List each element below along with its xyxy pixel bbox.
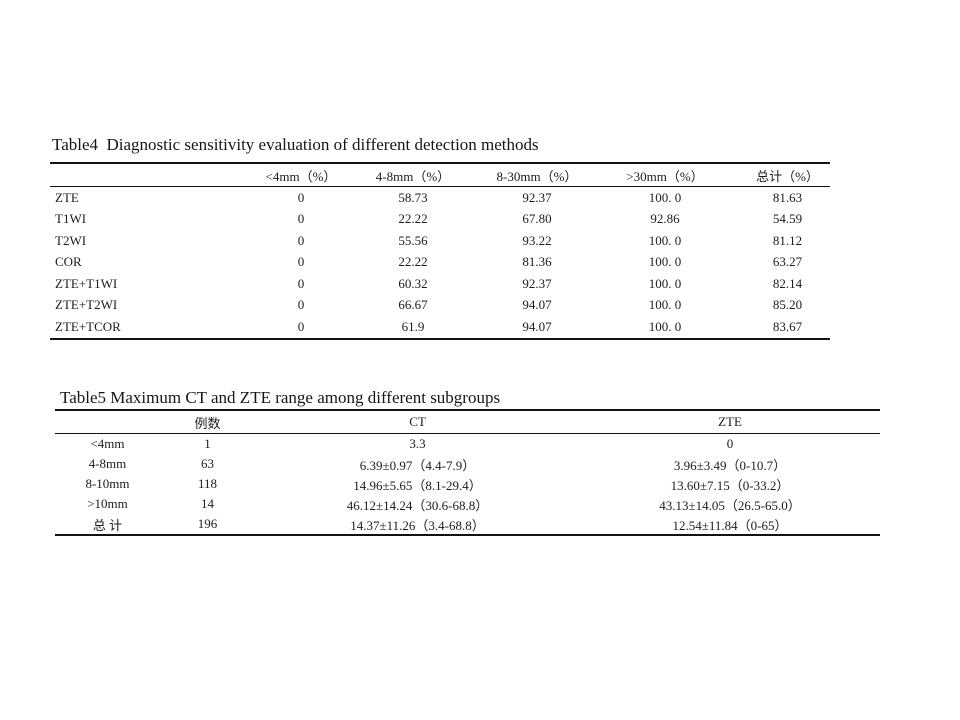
table-row: <4mm 1 3.3 0 <box>55 434 880 455</box>
cell-value: 58.73 <box>398 189 428 205</box>
cell-value: 12.54±11.84（0-65） <box>672 517 788 533</box>
cell-value: 46.12±14.24（30.6-68.8） <box>346 497 489 513</box>
cell-value: 100. 0 <box>648 275 682 291</box>
cell-value: 66.67 <box>398 297 428 313</box>
table5-ct-zte-range: 例数 CT ZTE <4mm 1 3.3 0 4-8mm 63 6.39±0.97（4.4-7.… <box>55 409 880 536</box>
cell-value: 55.56 <box>398 232 428 248</box>
row-label: T2WI <box>55 232 87 248</box>
cell-value: 94.07 <box>522 318 552 334</box>
table4-section: Table4 Diagnostic sensitivity evaluation… <box>50 135 830 340</box>
cell-value: 0 <box>297 211 305 227</box>
table-row: COR 0 22.22 81.36 100. 0 63.27 <box>50 252 830 274</box>
cell-value: 67.80 <box>522 211 552 227</box>
cell-value: 61.9 <box>401 318 425 334</box>
table-row: ZTE+T2WI 0 66.67 94.07 100. 0 85.20 <box>50 295 830 317</box>
row-label: T1WI <box>55 211 87 227</box>
row-label: ZTE+T1WI <box>55 275 118 291</box>
column-header: <4mm（%） <box>265 168 337 184</box>
cell-value: 0 <box>297 232 305 248</box>
cell-value: 0 <box>297 318 305 334</box>
cell-value: 13.60±7.15（0-33.2） <box>670 477 790 493</box>
column-header <box>55 410 160 434</box>
cell-value: 0 <box>297 189 305 205</box>
cell-value: 63 <box>201 456 214 471</box>
cell-value: 22.22 <box>398 211 428 227</box>
row-label: COR <box>55 254 82 270</box>
table-row: ZTE 0 58.73 92.37 100. 0 81.63 <box>50 187 830 209</box>
cell-value: 6.39±0.97（4.4-7.9） <box>359 457 476 473</box>
column-header: 例数 <box>194 415 221 431</box>
table-row: ZTE+TCOR 0 61.9 94.07 100. 0 83.67 <box>50 316 830 339</box>
cell-value: 14 <box>201 496 214 511</box>
table-row: T2WI 0 55.56 93.22 100. 0 81.12 <box>50 230 830 252</box>
column-header: ZTE <box>718 414 742 429</box>
cell-value: 100. 0 <box>648 232 682 248</box>
cell-value: 82.14 <box>772 275 803 291</box>
table5-header-row: 例数 CT ZTE <box>55 410 880 434</box>
cell-value: 3.3 <box>409 436 426 451</box>
cell-value: 100. 0 <box>648 189 682 205</box>
cell-value: 81.12 <box>772 232 803 248</box>
column-header <box>50 163 265 187</box>
cell-value: 43.13±14.05（26.5-65.0） <box>659 497 801 513</box>
column-header: 8-30mm（%） <box>496 168 578 184</box>
table-row: 总 计 196 14.37±11.26（3.4-68.8） 12.54±11.84（0… <box>55 514 880 535</box>
column-header: >30mm（%） <box>626 168 704 184</box>
table4-header-row: <4mm（%） 4-8mm（%） 8-30mm（%） >30mm（%） 总计（%） <box>50 163 830 187</box>
cell-value: 14.96±5.65（8.1-29.4） <box>353 477 482 493</box>
table-row: ZTE+T1WI 0 60.32 92.37 100. 0 82.14 <box>50 273 830 295</box>
cell-value: 83.67 <box>772 318 803 334</box>
cell-value: 196 <box>197 516 218 531</box>
cell-value: 118 <box>197 476 218 491</box>
cell-value: 0 <box>297 275 305 291</box>
cell-value: 93.22 <box>522 232 552 248</box>
cell-value: 81.63 <box>772 189 803 205</box>
table-row: >10mm 14 46.12±14.24（30.6-68.8） 43.13±14.05… <box>55 494 880 514</box>
row-label: 总 计 <box>92 517 123 533</box>
cell-value: 92.86 <box>650 211 680 227</box>
cell-value: 0 <box>297 297 305 313</box>
cell-value: 1 <box>204 436 211 451</box>
table5-section: Table5 Maximum CT and ZTE range among di… <box>55 388 880 536</box>
table4-title: Table4 Diagnostic sensitivity evaluation… <box>52 135 539 154</box>
table5-title: Table5 Maximum CT and ZTE range among di… <box>60 388 501 407</box>
cell-value: 100. 0 <box>648 318 682 334</box>
table-row: 8-10mm 118 14.96±5.65（8.1-29.4） 13.60±7.15（… <box>55 474 880 494</box>
row-label: <4mm <box>90 436 125 451</box>
row-label: ZTE+T2WI <box>55 297 118 313</box>
table4-diagnostic-sensitivity: <4mm（%） 4-8mm（%） 8-30mm（%） >30mm（%） 总计（%） ZT… <box>50 162 830 340</box>
cell-value: 92.37 <box>522 189 552 205</box>
column-header: 4-8mm（%） <box>375 168 451 184</box>
cell-value: 63.27 <box>772 254 803 270</box>
cell-value: 94.07 <box>522 297 552 313</box>
cell-value: 81.36 <box>522 254 552 270</box>
row-label: ZTE <box>55 189 79 205</box>
cell-value: 60.32 <box>398 275 428 291</box>
table-row: T1WI 0 22.22 67.80 92.86 54.59 <box>50 209 830 231</box>
row-label: 4-8mm <box>88 456 127 471</box>
cell-value: 100. 0 <box>648 297 682 313</box>
cell-value: 100. 0 <box>648 254 682 270</box>
table-row: 4-8mm 63 6.39±0.97（4.4-7.9） 3.96±3.49（0-10.… <box>55 454 880 474</box>
column-header: 总计（%） <box>756 168 819 184</box>
cell-value: 22.22 <box>398 254 428 270</box>
row-label: ZTE+TCOR <box>55 318 121 334</box>
cell-value: 85.20 <box>772 297 803 313</box>
row-label: >10mm <box>87 496 128 511</box>
column-header: CT <box>409 414 426 429</box>
cell-value: 0 <box>297 254 305 270</box>
row-label: 8-10mm <box>85 476 130 491</box>
cell-value: 0 <box>726 436 734 451</box>
cell-value: 92.37 <box>522 275 552 291</box>
cell-value: 3.96±3.49（0-10.7） <box>673 457 787 473</box>
cell-value: 14.37±11.26（3.4-68.8） <box>350 517 485 533</box>
cell-value: 54.59 <box>772 211 803 227</box>
